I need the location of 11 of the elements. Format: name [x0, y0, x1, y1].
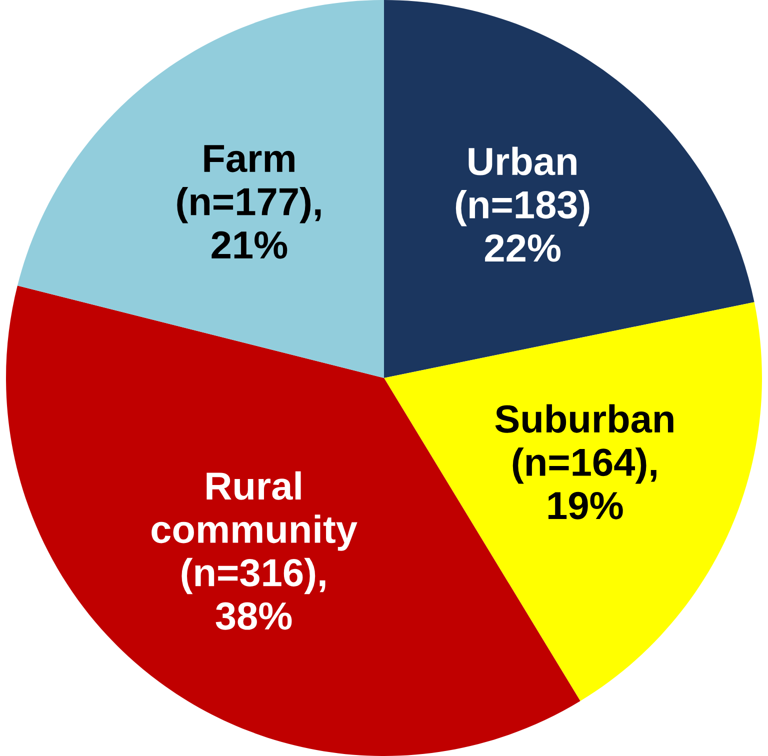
data-label: (n=316), 38% [182, 558, 326, 630]
data-label: (n=177), 21% [177, 186, 321, 259]
pie-slice [384, 302, 762, 702]
slice-label: Urban [468, 146, 576, 176]
pie-slice [17, 0, 384, 378]
data-label: (n=164), 19% [512, 448, 656, 520]
pie-slice [384, 0, 754, 378]
slice-label: Suburban [495, 404, 674, 433]
slice-label: Rural community [152, 471, 358, 551]
data-label: (n=183) 22% [456, 190, 590, 262]
slice-label: Farm [204, 145, 294, 172]
